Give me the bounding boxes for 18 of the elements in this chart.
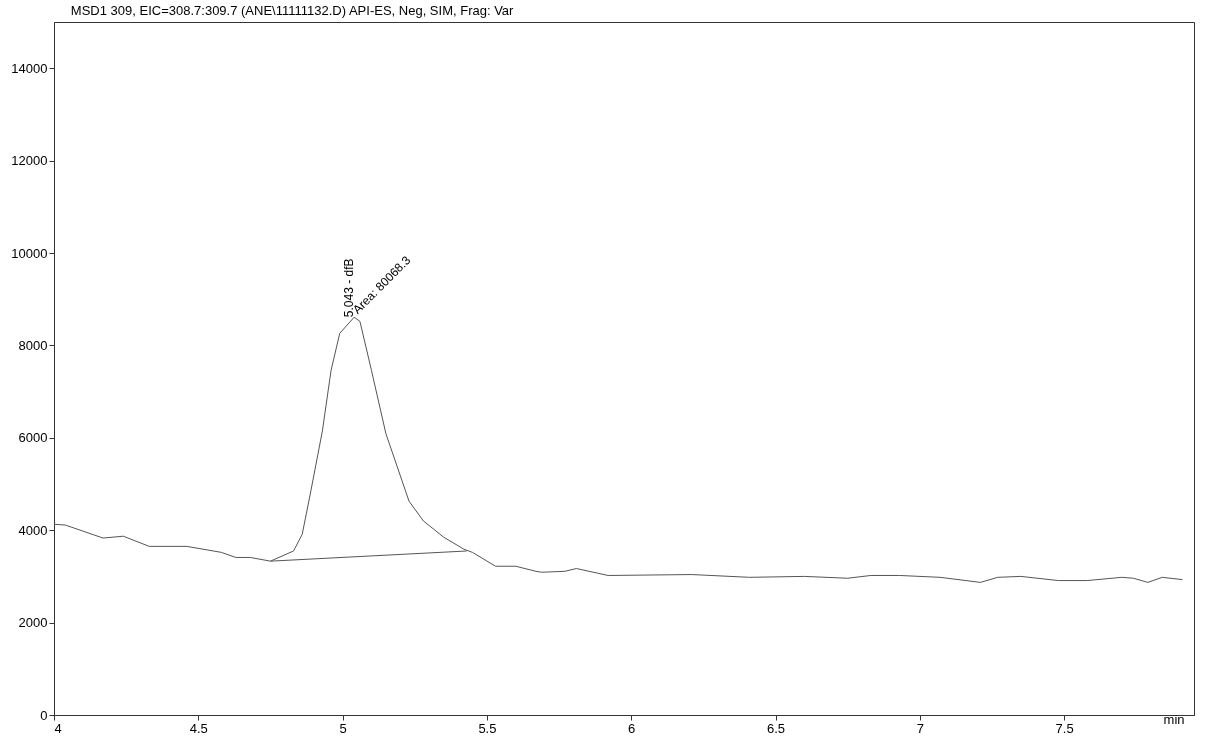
y-tick-label: 4000 — [18, 522, 48, 538]
x-tick-label: 6 — [628, 720, 636, 736]
x-tick-label: 5 — [339, 720, 347, 736]
y-tick-label: 2000 — [18, 615, 48, 631]
chart-title: MSD1 309, EIC=308.7:309.7 (ANE\11111132.D) API-ES, Neg, SIM, Frag: Var — [70, 3, 515, 18]
x-tick-label: 6.5 — [766, 720, 786, 736]
x-tick-label: 7.5 — [1055, 720, 1074, 736]
y-tick-label: 0 — [40, 707, 48, 723]
x-tick-label: 4 — [54, 720, 62, 736]
x-tick-label: 5.5 — [478, 720, 497, 736]
y-tick-label: 12000 — [11, 153, 48, 169]
y-tick-label: 6000 — [18, 430, 48, 446]
y-tick-label: 8000 — [18, 337, 48, 353]
y-tick-label: 10000 — [11, 245, 48, 261]
x-tick-label: 4.5 — [189, 720, 208, 736]
x-tick-label: 7 — [916, 720, 924, 736]
y-tick-label: 14000 — [11, 60, 48, 76]
x-axis-title: min — [1163, 711, 1185, 727]
